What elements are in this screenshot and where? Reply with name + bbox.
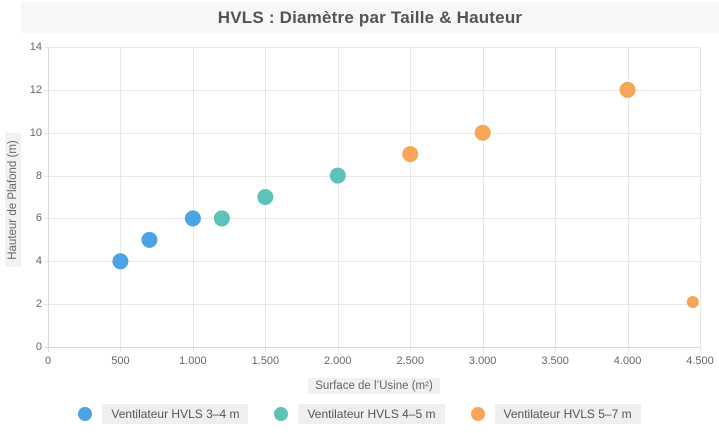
legend-item-label: Ventilateur HVLS 5–7 m [494, 404, 641, 424]
x-tick-label: 4.000 [613, 355, 642, 367]
y-tick-label: 8 [35, 169, 42, 182]
chart-title: HVLS : Diamètre par Taille & Hauteur [21, 2, 719, 33]
x-tick-label: 1.500 [251, 355, 280, 367]
y-tick-label: 2 [35, 298, 42, 311]
x-tick-label: 4.500 [686, 355, 714, 367]
y-tick-label: 6 [35, 212, 42, 225]
y-tick-label: 4 [35, 255, 42, 268]
x-tick-label: 2.000 [324, 355, 352, 367]
legend-item-hvls-5-7[interactable]: Ventilateur HVLS 5–7 m [470, 404, 641, 424]
data-point[interactable] [474, 124, 491, 141]
legend-marker-icon [274, 407, 289, 421]
x-tick-label: 3.500 [541, 355, 569, 367]
legend-item-hvls-3-4[interactable]: Ventilateur HVLS 3–4 m [78, 404, 249, 424]
data-point[interactable] [329, 167, 346, 184]
data-point[interactable] [686, 296, 699, 308]
y-tick-label: 12 [29, 83, 42, 96]
legend-marker-icon [470, 407, 485, 421]
x-tick-label: 1.000 [179, 355, 207, 367]
y-tick-label: 14 [29, 41, 42, 53]
data-point[interactable] [141, 231, 158, 248]
data-point[interactable] [402, 146, 419, 163]
x-tick-label: 0 [44, 355, 52, 367]
data-point[interactable] [213, 210, 230, 227]
data-point[interactable] [184, 210, 201, 227]
y-tick-label: 10 [29, 126, 42, 139]
x-axis-title: Surface de l’Usine (m²) [308, 378, 440, 394]
x-tick-label: 3.000 [468, 355, 497, 367]
legend-item-label: Ventilateur HVLS 3–4 m [102, 404, 249, 424]
data-point[interactable] [619, 81, 636, 98]
x-tick-label: 500 [111, 355, 130, 367]
legend-marker-icon [78, 407, 93, 421]
legend: Ventilateur HVLS 3–4 m Ventilateur HVLS … [0, 402, 719, 426]
x-tick-label: 2.500 [396, 355, 424, 367]
legend-item-label: Ventilateur HVLS 4–5 m [298, 404, 445, 424]
x-axis-title-wrap: Surface de l’Usine (m²) [48, 376, 700, 394]
y-tick-label: 0 [35, 341, 42, 353]
data-point[interactable] [112, 253, 129, 270]
data-point[interactable] [257, 189, 274, 205]
legend-item-hvls-4-5[interactable]: Ventilateur HVLS 4–5 m [274, 404, 445, 424]
